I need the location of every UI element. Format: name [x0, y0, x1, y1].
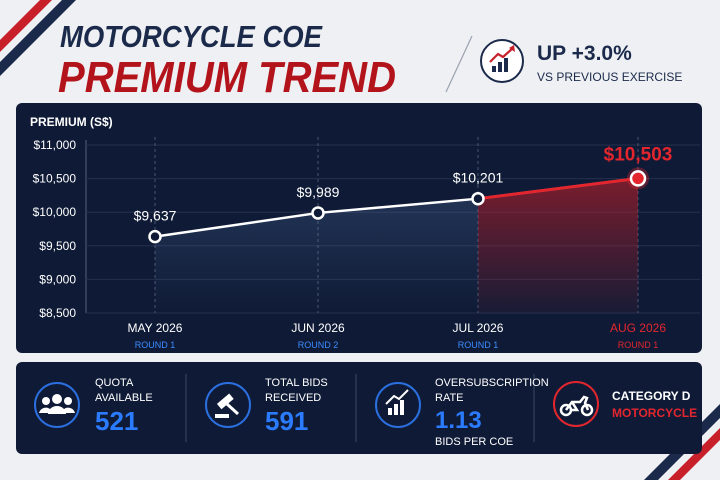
x-tick-sublabel: ROUND 1: [458, 340, 499, 350]
x-tick-sublabel: ROUND 1: [135, 340, 176, 350]
highlight-segment: [477, 176, 639, 201]
stripe: [0, 0, 52, 52]
y-tick-label: $11,000: [34, 138, 77, 152]
stripe: [0, 0, 76, 76]
change-value: UP +3.0%: [537, 42, 632, 65]
trend-icon: [480, 39, 524, 83]
rate-icon: [375, 382, 421, 428]
point: [629, 170, 647, 187]
highlight-area: [478, 178, 638, 313]
stats-panel: [16, 362, 702, 454]
title-line: PREMIUM TREND: [58, 53, 396, 102]
change-note: VS PREVIOUS EXERCISE: [537, 70, 682, 84]
x-tick-sublabel: ROUND 1: [618, 340, 659, 350]
x-tick-label: AUG 2026: [610, 321, 666, 335]
x-tick-label: JUN 2026: [291, 321, 345, 335]
motorcycle-icon: [553, 381, 599, 427]
x-tick-sublabel: ROUND 2: [298, 340, 339, 350]
y-tick-label: $9,500: [39, 239, 76, 253]
point: [148, 229, 162, 244]
bids-icon: [205, 382, 251, 428]
title-line: MOTORCYCLE COE: [60, 19, 323, 54]
value-label: $10,503: [604, 144, 673, 165]
plot: $8,500 $9,000 $9,500 $10,000 $10,500 $11,000 M…: [33, 137, 700, 350]
stat-label: CATEGORY D: [612, 389, 691, 403]
x-tick-label: JUL 2026: [453, 321, 504, 335]
stat-value: 591: [265, 406, 308, 436]
divider: [445, 35, 473, 93]
stat-label: AVAILABLE: [95, 392, 153, 404]
value-label: $9,637: [134, 208, 177, 224]
stat-unit: BIDS PER COE: [435, 436, 513, 448]
value-label: $10,201: [453, 170, 504, 186]
x-tick-label: MAY 2026: [128, 321, 183, 335]
quota-icon: [34, 382, 80, 428]
area: [155, 198, 478, 313]
stat-label: TOTAL BIDS: [265, 377, 328, 389]
y-tick-label: $9,000: [39, 272, 76, 286]
value-label: $9,989: [297, 184, 340, 200]
stat-sublabel: MOTORCYCLE: [612, 406, 697, 420]
point: [311, 206, 325, 220]
stat-label: QUOTA: [95, 377, 134, 389]
stat-value: 521: [95, 406, 138, 436]
stat-value: 1.13: [435, 407, 482, 434]
stat-label: RECEIVED: [265, 392, 321, 404]
stat-label: RATE: [435, 392, 464, 404]
stat-label: OVERSUBSCRIPTION: [435, 377, 549, 389]
y-axis-label: PREMIUM (S$): [30, 115, 113, 129]
point: [471, 191, 485, 206]
y-tick-label: $8,500: [39, 306, 76, 320]
y-tick-label: $10,500: [33, 172, 77, 186]
y-tick-label: $10,000: [33, 205, 77, 219]
